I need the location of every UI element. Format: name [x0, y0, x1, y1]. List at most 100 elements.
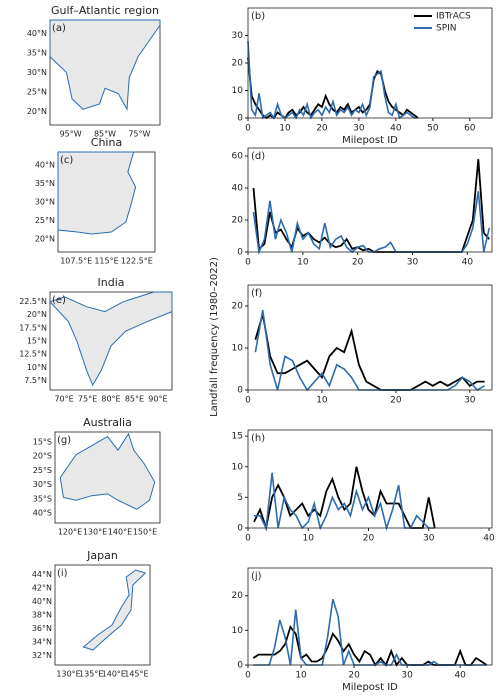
lat-label: 36°N: [32, 624, 52, 633]
series-line: [252, 191, 491, 255]
panel-label: (c): [60, 155, 73, 166]
x-tick-label: 0: [245, 534, 251, 544]
land: [57, 151, 137, 235]
lat-label: 20°S: [33, 452, 52, 461]
lat-label: 35°S: [33, 494, 52, 503]
series-line: [254, 472, 435, 531]
lon-label: 95°W: [60, 130, 82, 139]
x-tick-label: 40: [462, 258, 474, 268]
lon-label: 107.5°E: [60, 257, 92, 266]
panel-label: (e): [52, 295, 66, 306]
series-line: [253, 466, 436, 532]
x-tick-label: 30: [464, 396, 476, 406]
lat-label: 40°S: [33, 509, 52, 518]
land: [49, 291, 173, 387]
lon-label: 130°E: [83, 528, 107, 537]
x-tick-label: 10: [297, 258, 309, 268]
lat-label: 35°N: [35, 179, 55, 188]
plot-frame: [247, 429, 493, 529]
land: [59, 432, 156, 510]
y-tick-label: 10: [232, 86, 244, 96]
lat-label: 40°N: [32, 597, 52, 606]
y-tick-label: 0: [237, 386, 243, 396]
lon-label: 150°E: [133, 528, 157, 537]
plot-frame: [247, 284, 493, 391]
x-tick-label: 40: [390, 124, 402, 134]
x-tick-label: 20: [316, 124, 328, 134]
x-tick-label: 30: [423, 534, 435, 544]
lat-label: 40°N: [35, 160, 55, 169]
map-title: India: [98, 276, 125, 289]
lat-label: 7.5°N: [24, 376, 47, 385]
y-tick-label: 30: [232, 31, 244, 41]
x-tick-label: 0: [245, 124, 251, 134]
lat-label: 15°N: [27, 337, 47, 346]
legend-label: SPIN: [436, 24, 457, 34]
lat-label: 20°N: [27, 310, 47, 319]
lat-label: 25°N: [27, 87, 47, 96]
x-tick-label: 40: [454, 671, 466, 681]
panel-label: (d): [251, 151, 265, 162]
panel-label: (f): [251, 288, 262, 299]
lon-label: 75°W: [128, 130, 150, 139]
lat-label: 35°N: [27, 49, 47, 58]
lat-label: 38°N: [32, 611, 52, 620]
y-tick-label: 0: [237, 661, 243, 671]
y-tick-label: 15: [232, 432, 243, 442]
series-line: [254, 314, 485, 391]
x-tick-label: 60: [464, 124, 476, 134]
map-title: Gulf–Atlantic region: [51, 4, 159, 17]
series-line: [252, 159, 490, 253]
plot-frame: [247, 7, 493, 119]
series-line: [247, 57, 419, 120]
lon-label: 140°E: [102, 670, 126, 679]
y-axis-label: Landfall frequency (1980–2022): [209, 257, 220, 417]
x-tick-label: 10: [303, 534, 315, 544]
x-tick-label: 30: [407, 258, 419, 268]
y-tick-label: 10: [232, 344, 244, 354]
map-title: Japan: [86, 549, 118, 562]
y-tick-label: 0: [237, 114, 243, 124]
lon-label: 120°E: [58, 528, 82, 537]
x-tick-label: 10: [295, 671, 307, 681]
y-tick-label: 40: [232, 184, 244, 194]
land: [82, 569, 147, 651]
y-tick-label: 10: [232, 462, 244, 472]
lat-label: 32°N: [32, 651, 52, 660]
lon-label: 75°E: [78, 395, 97, 404]
panel-label: (a): [52, 23, 66, 34]
x-tick-label: 30: [353, 124, 365, 134]
lat-label: 30°S: [33, 480, 52, 489]
y-tick-label: 20: [232, 591, 244, 601]
series-line: [247, 40, 419, 120]
x-axis-label: Milepost ID: [342, 682, 398, 693]
x-tick-label: 0: [245, 396, 251, 406]
lat-label: 20°N: [35, 235, 55, 244]
lat-label: 30°N: [35, 198, 55, 207]
lat-label: 22.5°N: [19, 297, 47, 306]
x-axis-label: Milepost ID: [342, 135, 398, 146]
panel-label: (g): [57, 435, 71, 446]
y-tick-label: 5: [237, 493, 243, 503]
panel-label: (j): [251, 571, 262, 582]
land: [49, 19, 161, 111]
lat-label: 12.5°N: [19, 350, 47, 359]
y-tick-label: 0: [237, 248, 243, 258]
plot-frame: [247, 147, 493, 253]
plot-frame: [247, 567, 493, 666]
x-tick-label: 20: [390, 396, 402, 406]
lat-label: 30°N: [27, 68, 47, 77]
x-tick-label: 40: [483, 534, 495, 544]
lat-label: 40°N: [27, 29, 47, 38]
lon-label: 115°E: [94, 257, 118, 266]
x-tick-label: 30: [401, 671, 413, 681]
lat-label: 25°S: [33, 466, 52, 475]
lon-label: 122.5°E: [121, 257, 153, 266]
panel-label: (i): [57, 568, 68, 579]
x-tick-label: 0: [245, 671, 251, 681]
lon-label: 140°E: [108, 528, 132, 537]
series-line: [252, 624, 488, 667]
y-tick-label: 0: [237, 524, 243, 534]
lon-label: 85°W: [94, 130, 116, 139]
